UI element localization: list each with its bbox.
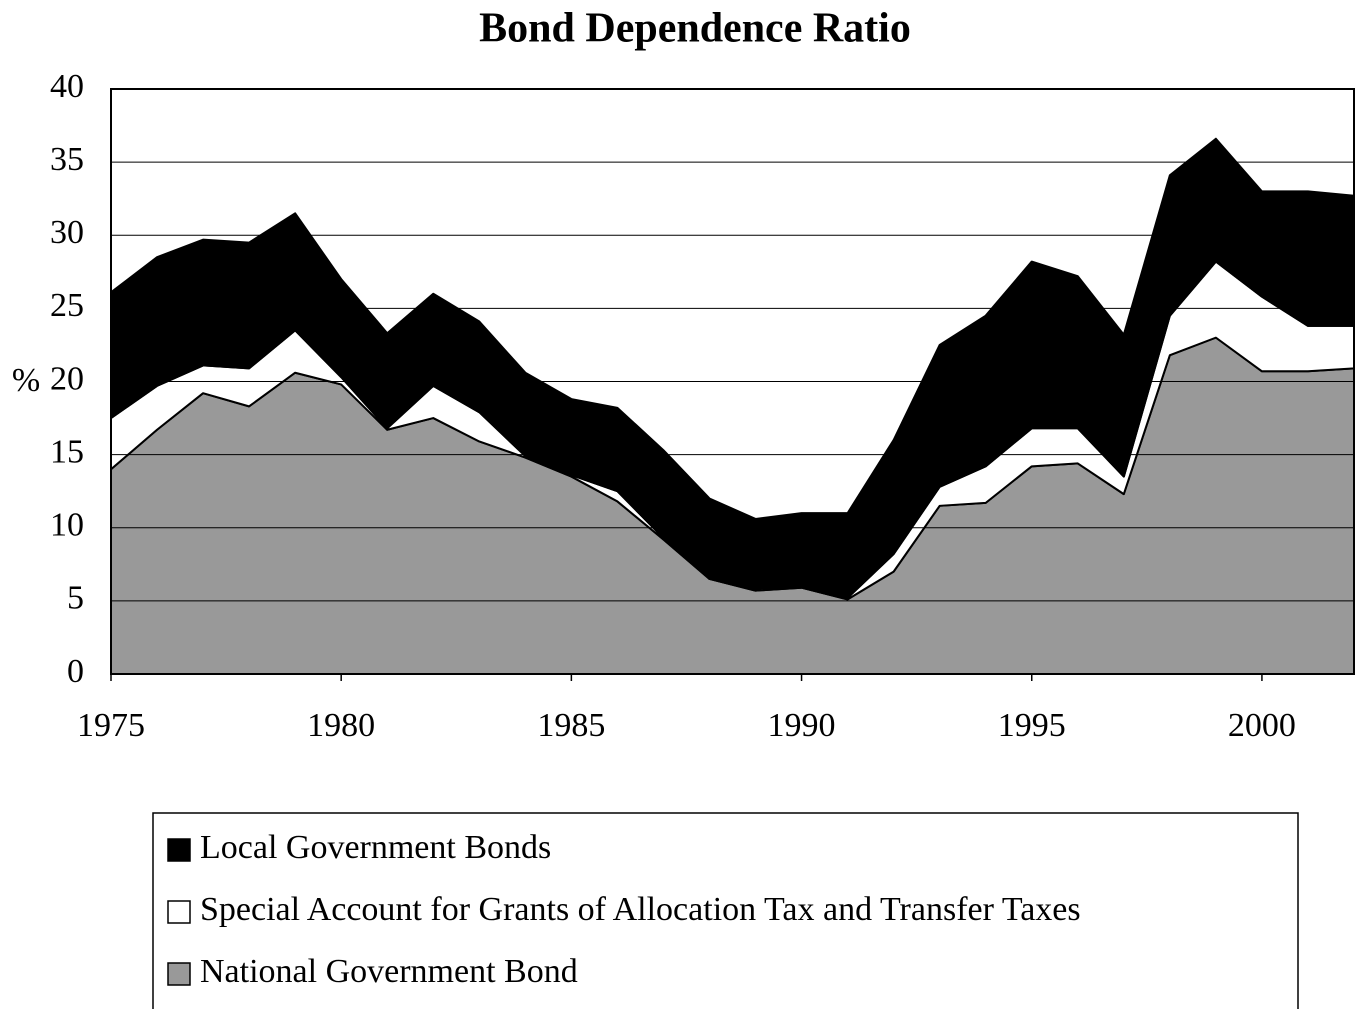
y-axis-label: % — [12, 362, 40, 399]
y-tick-label: 30 — [50, 214, 84, 251]
x-tick-label: 1995 — [998, 707, 1066, 744]
legend-label: National Government Bond — [200, 953, 578, 990]
x-tick-label: 1975 — [77, 707, 145, 744]
y-tick-label: 15 — [50, 433, 84, 470]
x-tick-label: 2000 — [1228, 707, 1296, 744]
legend-swatch — [167, 900, 191, 924]
legend-box — [152, 812, 1299, 1009]
x-tick-label: 1985 — [537, 707, 605, 744]
y-tick-label: 10 — [50, 507, 84, 544]
y-tick-label: 0 — [67, 653, 84, 690]
plot-frame — [110, 88, 1355, 675]
area — [110, 336, 1355, 675]
chart-title: Bond Dependence Ratio — [479, 6, 911, 52]
y-tick-label: 25 — [50, 287, 84, 324]
y-tick-label: 35 — [50, 141, 84, 178]
legend-swatch — [167, 838, 191, 862]
legend-swatch — [167, 962, 191, 986]
x-tick-label: 1990 — [768, 707, 836, 744]
y-tick-label: 5 — [67, 580, 84, 617]
legend-label: Special Account for Grants of Allocation… — [200, 891, 1081, 928]
y-tick-label: 20 — [50, 360, 84, 397]
y-tick-label: 40 — [50, 68, 84, 105]
x-tick-label: 1980 — [307, 707, 375, 744]
legend-label: Local Government Bonds — [200, 829, 551, 866]
